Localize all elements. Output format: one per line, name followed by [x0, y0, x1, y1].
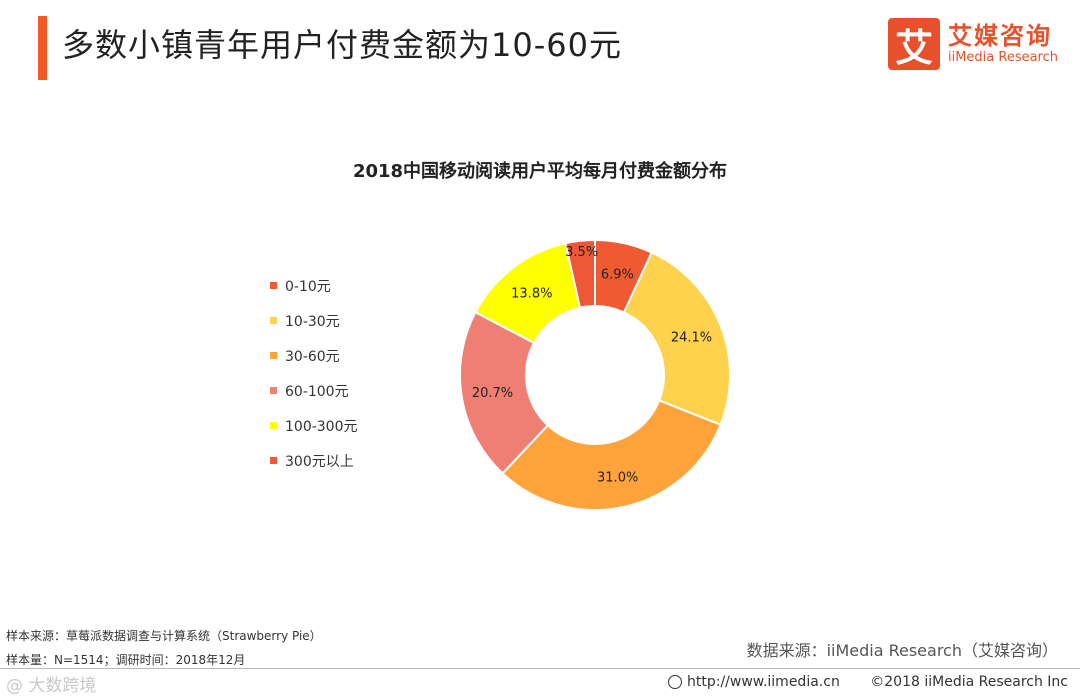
legend-swatch [270, 387, 277, 394]
footer-copyright: ©2018 iiMedia Research Inc [870, 674, 1068, 690]
chart-title: 2018中国移动阅读用户平均每月付费金额分布 [352, 161, 728, 182]
logo-name-en: iiMedia Research [947, 50, 1058, 65]
title-accent-bar [38, 16, 47, 80]
slice-label-3: 20.7% [472, 386, 513, 401]
logo: 艾 艾媒咨询 iiMedia Research [887, 18, 1058, 70]
legend-swatch [270, 317, 277, 324]
legend-item-0: 0-10元 [270, 268, 358, 303]
legend-swatch [270, 282, 277, 289]
sample-source: 样本来源：草莓派数据调查与计算系统（Strawberry Pie） [6, 629, 322, 643]
donut-slice-3 [459, 310, 550, 475]
slice-label-5: 3.5% [565, 245, 598, 260]
sample-size: 样本量：N=1514；调研时间：2018年12月 [6, 653, 246, 667]
legend-item-1: 10-30元 [270, 303, 358, 338]
legend-label: 10-30元 [285, 313, 340, 330]
footer-url[interactable]: http://www.iimedia.cn [668, 674, 840, 690]
legend-item-5: 300元以上 [270, 443, 358, 478]
donut-slice-2 [501, 399, 722, 511]
legend-swatch [270, 352, 277, 359]
logo-mark: 艾 [887, 18, 940, 70]
footer-divider [0, 668, 1080, 669]
globe-icon [668, 675, 682, 689]
slice-label-2: 31.0% [597, 470, 638, 485]
slice-label-0: 6.9% [601, 267, 634, 282]
watermark: @ 大数跨境 [6, 676, 97, 696]
legend-label: 100-300元 [285, 418, 358, 435]
legend-label: 30-60元 [285, 348, 340, 365]
legend-label: 0-10元 [285, 278, 331, 295]
legend-item-2: 30-60元 [270, 338, 358, 373]
slice-label-4: 13.8% [511, 286, 552, 301]
legend-label: 60-100元 [285, 383, 349, 400]
slice-label-1: 24.1% [671, 330, 712, 345]
legend-item-3: 60-100元 [270, 373, 358, 408]
legend-item-4: 100-300元 [270, 408, 358, 443]
data-source: 数据来源：iiMedia Research（艾媒咨询） [746, 641, 1058, 660]
donut-slice-5 [564, 238, 596, 309]
legend-swatch [270, 457, 277, 464]
chart-legend: 0-10元 10-30元 30-60元 60-100元 100-300元 300元以上 [270, 268, 358, 478]
donut-slice-1 [622, 251, 731, 426]
legend-label: 300元以上 [285, 453, 354, 470]
page-title: 多数小镇青年用户付费金额为10-60元 [62, 26, 622, 64]
footer-url-text[interactable]: http://www.iimedia.cn [687, 674, 840, 690]
legend-swatch [270, 422, 277, 429]
logo-name-cn: 艾媒咨询 [947, 22, 1052, 50]
